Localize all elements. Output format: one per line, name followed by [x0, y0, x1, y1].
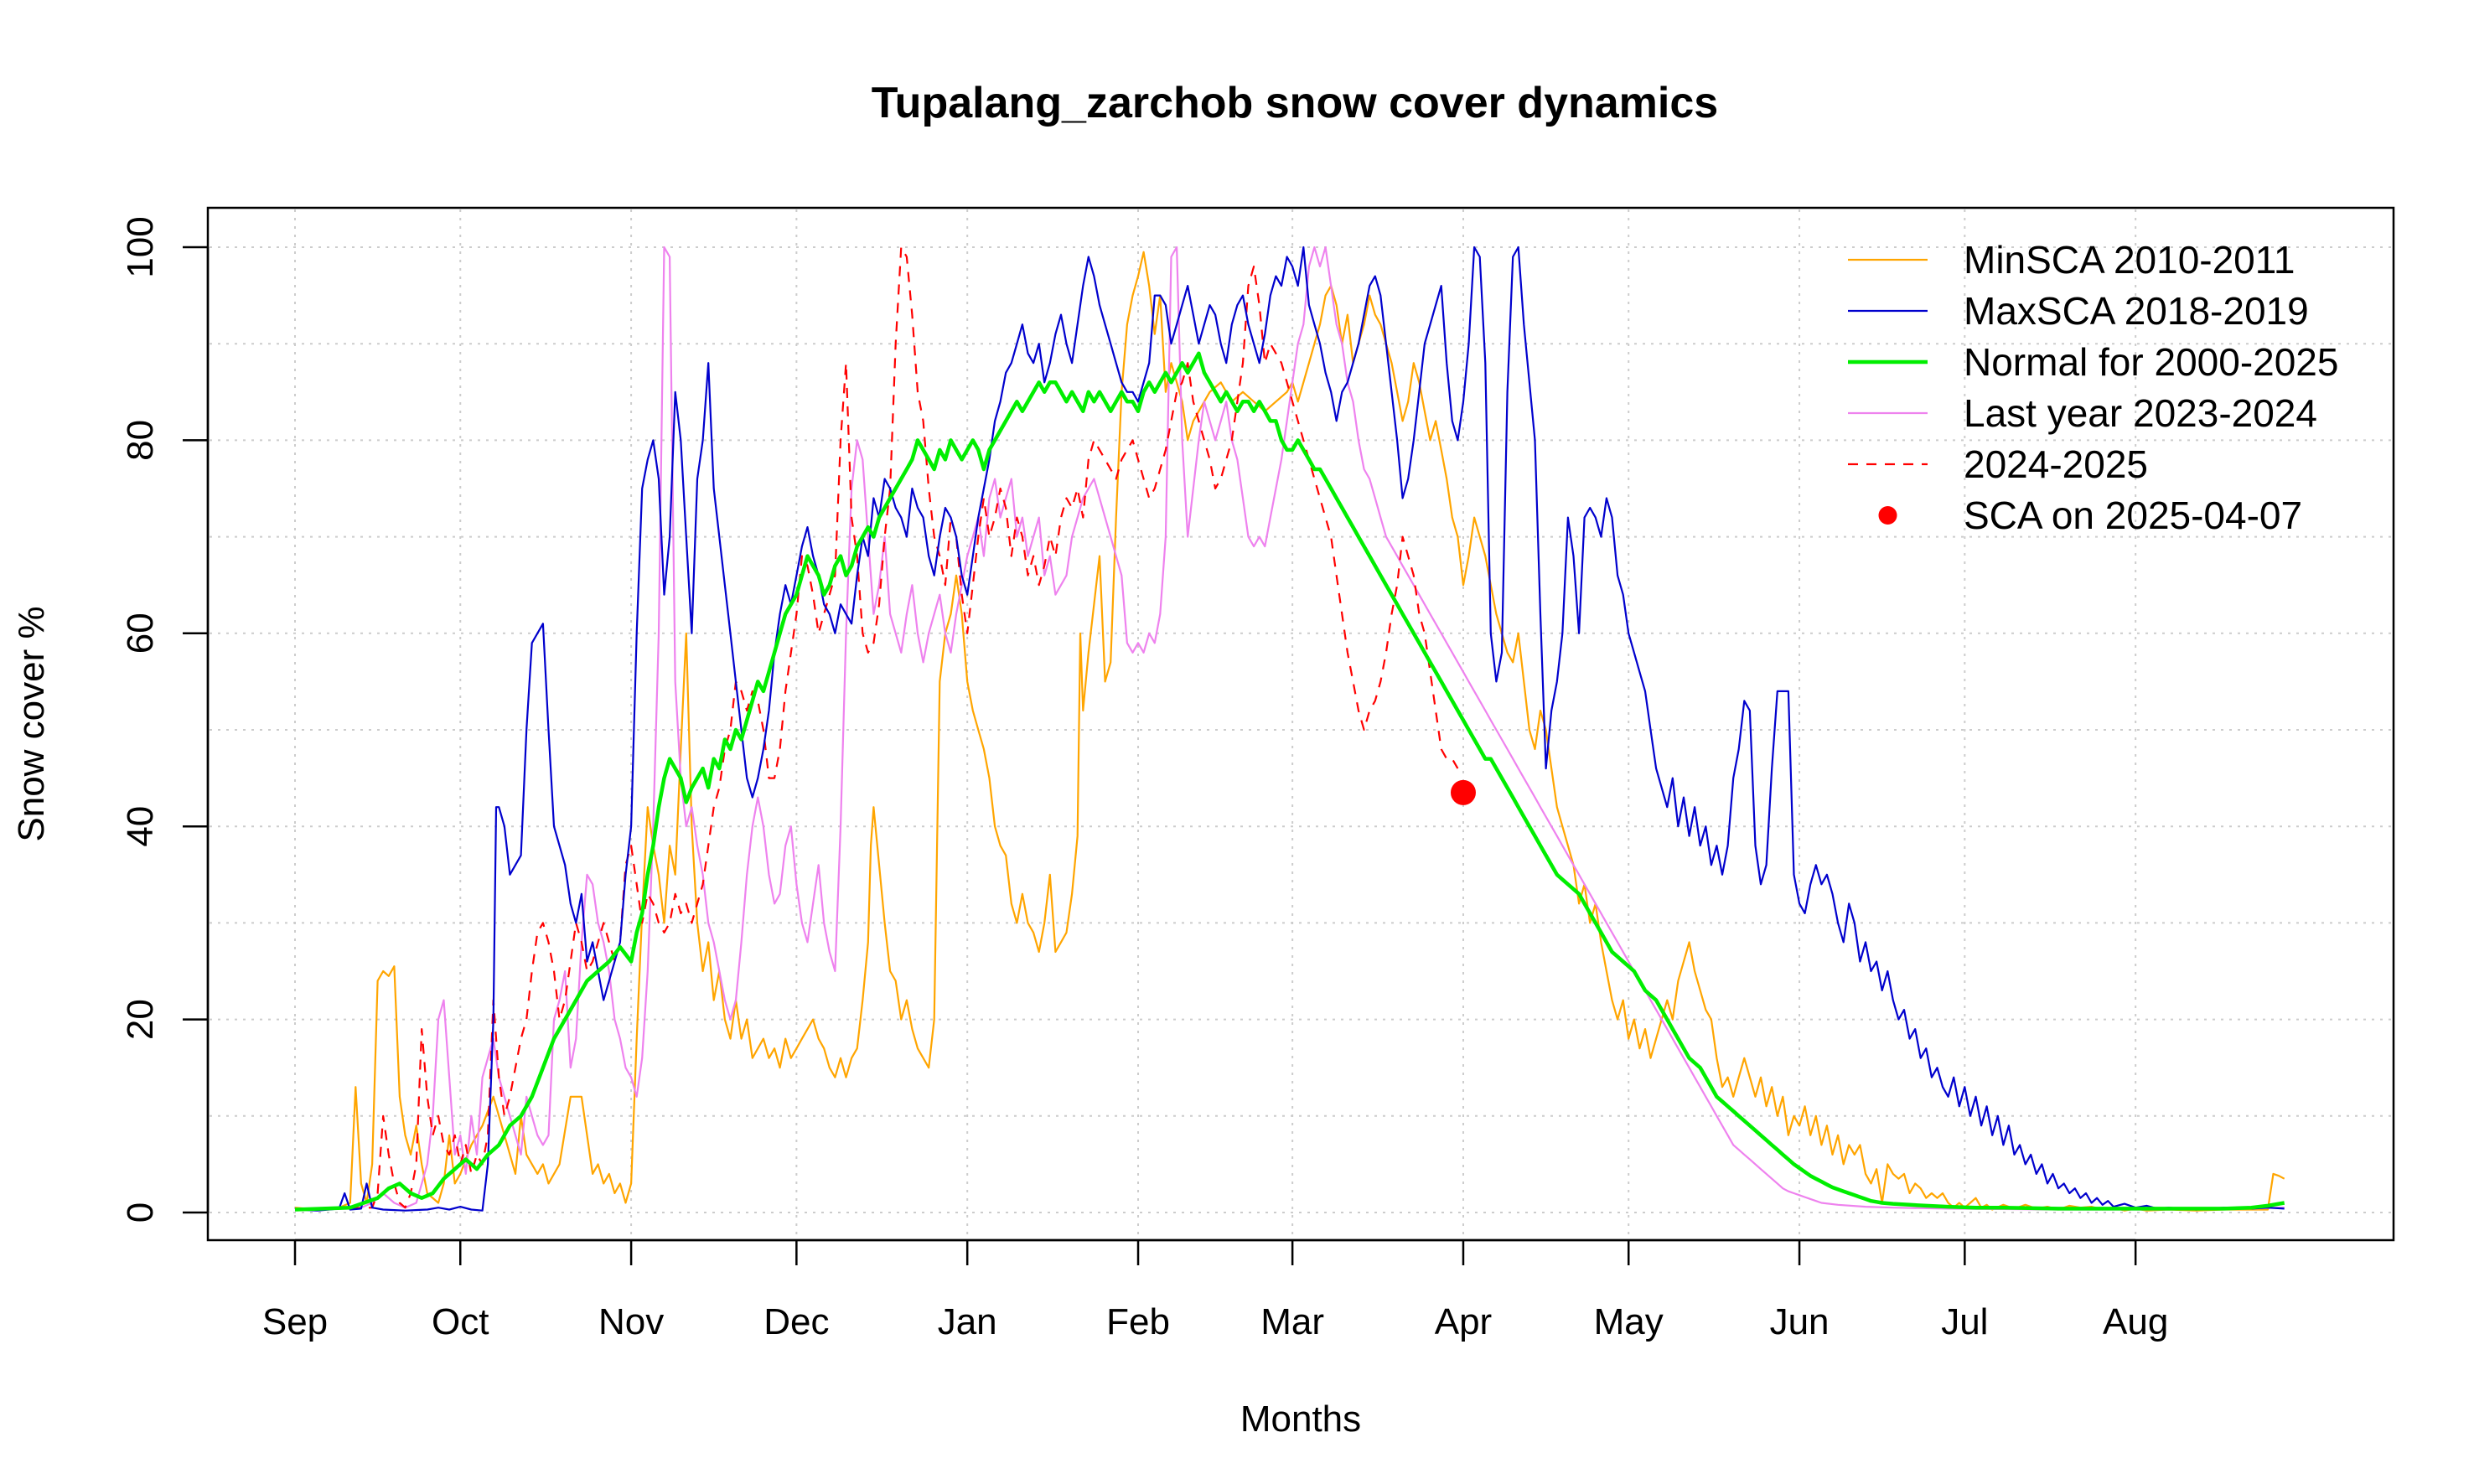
chart-title: Tupalang_zarchob snow cover dynamics	[872, 79, 1718, 127]
series-line-2024-2025	[294, 246, 1459, 1211]
grid	[210, 209, 2392, 1238]
y-tick-label-60: 60	[120, 613, 161, 654]
x-tick-label-oct: Oct	[432, 1301, 489, 1342]
series-line-last-year-2023-2024	[294, 246, 2285, 1211]
x-tick-label-jun: Jun	[1770, 1301, 1830, 1342]
x-tick-label-sep: Sep	[262, 1301, 328, 1342]
marker-layer	[1450, 779, 1476, 805]
legend-label-2024-2025: 2024-2025	[1964, 442, 2148, 486]
legend-label-sca-on-2025-04-07: SCA on 2025-04-07	[1964, 494, 2302, 537]
x-tick-label-apr: Apr	[1435, 1301, 1492, 1342]
series-line-normal-for-2000-2025	[294, 351, 2285, 1212]
x-tick-label-jul: Jul	[1941, 1301, 1988, 1342]
y-tick-label-20: 20	[120, 999, 161, 1040]
x-tick-label-mar: Mar	[1260, 1301, 1324, 1342]
y-tick-label-0: 0	[120, 1202, 161, 1223]
y-tick-label-100: 100	[120, 216, 161, 277]
legend-swatch-sca-on-2025-04-07	[1878, 506, 1897, 525]
y-tick-label-80: 80	[120, 420, 161, 461]
x-tick-label-dec: Dec	[763, 1301, 829, 1342]
series-line-minsca-2010-2011	[294, 251, 2285, 1212]
legend-label-maxsca-2018-2019: MaxSCA 2018-2019	[1964, 289, 2309, 333]
y-axis-label: Snow cover %	[11, 606, 52, 841]
x-tick-label-feb: Feb	[1106, 1301, 1170, 1342]
legend-label-normal-for-2000-2025: Normal for 2000-2025	[1964, 340, 2338, 384]
y-axis: 0 20 40 60 80 100	[120, 216, 210, 1223]
legend: MinSCA 2010-2011 MaxSCA 2018-2019 Normal f…	[1848, 238, 2338, 537]
x-tick-label-nov: Nov	[598, 1301, 664, 1342]
x-tick-label-may: May	[1594, 1301, 1664, 1342]
y-tick-label-40: 40	[120, 806, 161, 847]
x-axis: Sep Oct Nov Dec Jan Feb Mar Apr May Jun Jul Aug	[262, 1238, 2168, 1342]
x-tick-label-aug: Aug	[2103, 1301, 2168, 1342]
legend-label-minsca-2010-2011: MinSCA 2010-2011	[1964, 238, 2295, 282]
x-axis-label: Months	[1240, 1399, 1361, 1440]
series-layer	[294, 246, 2285, 1212]
x-tick-label-jan: Jan	[938, 1301, 997, 1342]
series-line-maxsca-2018-2019	[294, 246, 2285, 1212]
marker-sca-on-2025-04-07	[1450, 779, 1476, 805]
legend-label-last-year-2023-2024: Last year 2023-2024	[1964, 391, 2317, 435]
